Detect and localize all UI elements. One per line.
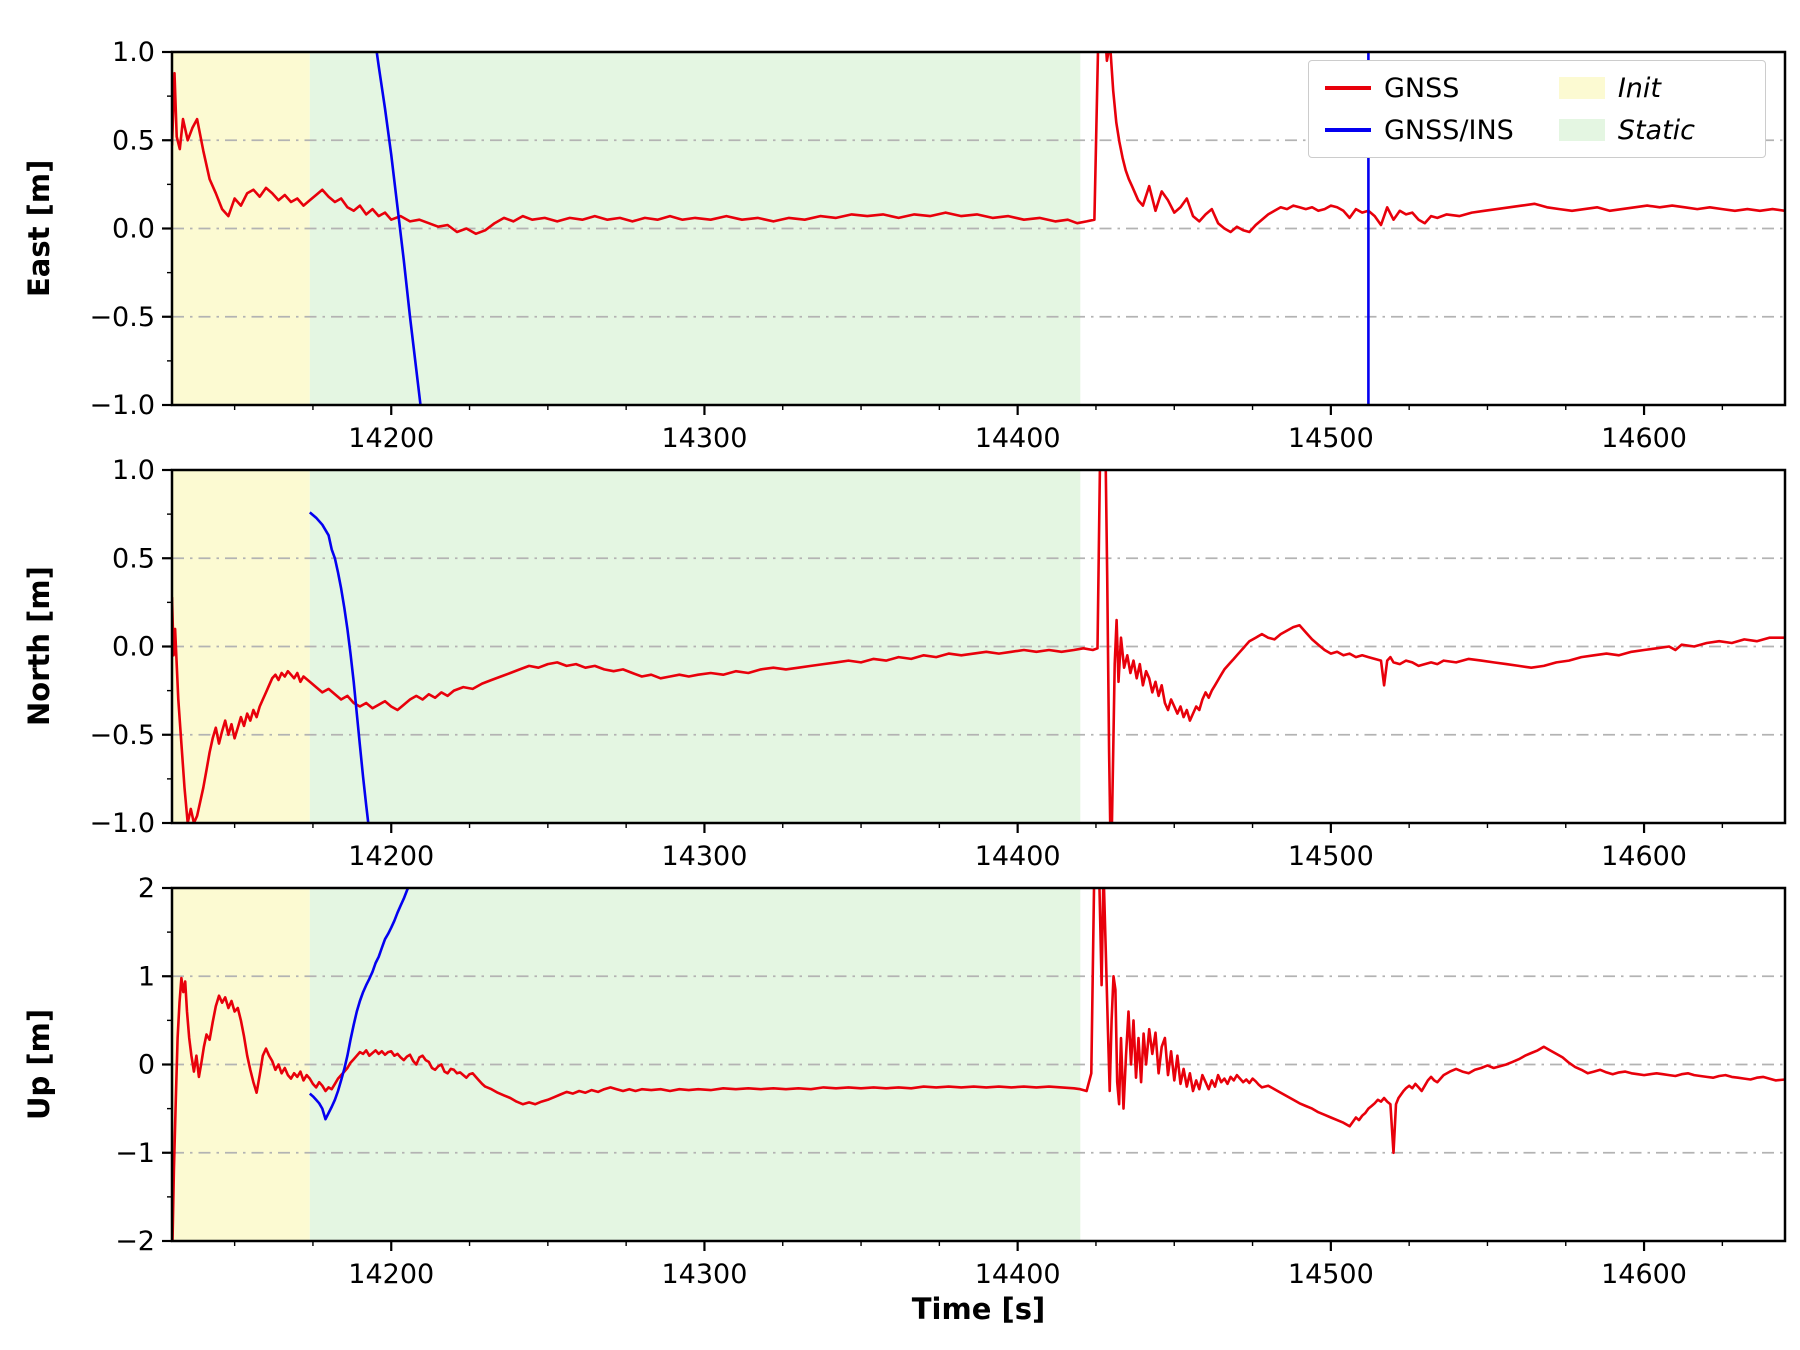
x-tick-label: 14600 xyxy=(1601,841,1687,872)
y-tick-label: 1 xyxy=(138,961,155,992)
y-tick-label: 1.0 xyxy=(112,37,155,68)
x-axis-label: Time [s] xyxy=(911,1292,1046,1326)
x-tick-label: 14600 xyxy=(1601,423,1687,454)
y-axis-label-east: East [m] xyxy=(22,159,56,298)
x-tick-label: 14500 xyxy=(1288,841,1374,872)
x-tick-label: 14500 xyxy=(1288,423,1374,454)
x-tick-label: 14600 xyxy=(1601,1259,1687,1290)
y-tick-label: 0.5 xyxy=(112,125,155,156)
y-tick-label: 1.0 xyxy=(112,455,155,486)
x-tick-label: 14200 xyxy=(348,841,434,872)
series-gnss-ins xyxy=(308,511,370,823)
y-axis-label-up: Up [m] xyxy=(22,1008,56,1121)
series-gnss xyxy=(172,470,1785,823)
legend-label-gnss-ins: GNSS/INS xyxy=(1384,114,1514,146)
series-gnss-ins xyxy=(375,52,422,405)
y-tick-label: 0 xyxy=(138,1050,155,1081)
x-tick-label: 14200 xyxy=(348,423,434,454)
legend-item-static: Static xyxy=(1558,113,1757,147)
x-tick-label: 14400 xyxy=(975,841,1061,872)
y-tick-label: −0.5 xyxy=(89,302,155,333)
y-tick-label: 0.5 xyxy=(112,543,155,574)
legend-item-init: Init xyxy=(1558,71,1757,105)
y-tick-label: 0.0 xyxy=(112,632,155,663)
x-tick-label: 14400 xyxy=(975,1259,1061,1290)
series-gnss xyxy=(172,888,1785,1241)
legend-item-gnss-ins: GNSS/INS xyxy=(1325,113,1559,147)
static-patch-swatch-icon xyxy=(1558,119,1605,141)
legend-line-column: GNSS GNSS/INS xyxy=(1325,71,1559,147)
legend-item-gnss: GNSS xyxy=(1325,71,1559,105)
y-tick-label: −1.0 xyxy=(89,808,155,839)
x-tick-label: 14400 xyxy=(975,423,1061,454)
subplot-east: 14200 14300 14400 14500 14600 −1.0 −0.5 0.0 0.5 1… xyxy=(89,37,1787,454)
x-tick-label: 14300 xyxy=(661,841,747,872)
legend-patch-column: Init Static xyxy=(1558,71,1757,147)
x-tick-label: 14500 xyxy=(1288,1259,1374,1290)
init-patch-swatch-icon xyxy=(1558,77,1605,99)
y-tick-label: −1 xyxy=(115,1138,155,1169)
y-tick-label: −1.0 xyxy=(89,390,155,421)
x-tick-label: 14200 xyxy=(348,1259,434,1290)
subplot-north: 14200 14300 14400 14500 14600 −1.0 −0.5 0.0 0.5 1… xyxy=(89,455,1787,872)
legend-label-static: Static xyxy=(1617,114,1696,146)
series-gnss-ins xyxy=(308,888,410,1121)
legend-label-init: Init xyxy=(1617,72,1661,104)
y-tick-label: −2 xyxy=(115,1226,155,1257)
y-axis-label-north: North [m] xyxy=(22,566,56,727)
y-tick-label: 2 xyxy=(138,873,155,904)
subplot-up: 14200 14300 14400 14500 14600 −2 −1 0 1 2 xyxy=(115,873,1787,1290)
gnss-ins-line-swatch-icon xyxy=(1325,128,1371,132)
y-tick-label: 0.0 xyxy=(112,214,155,245)
legend-label-gnss: GNSS xyxy=(1384,72,1460,104)
gnss-line-swatch-icon xyxy=(1325,86,1371,90)
x-tick-label: 14300 xyxy=(661,1259,747,1290)
x-tick-label: 14300 xyxy=(661,423,747,454)
legend: GNSS GNSS/INS Init Static xyxy=(1308,60,1766,158)
series-gnss xyxy=(172,52,1785,236)
y-tick-label: −0.5 xyxy=(89,720,155,751)
